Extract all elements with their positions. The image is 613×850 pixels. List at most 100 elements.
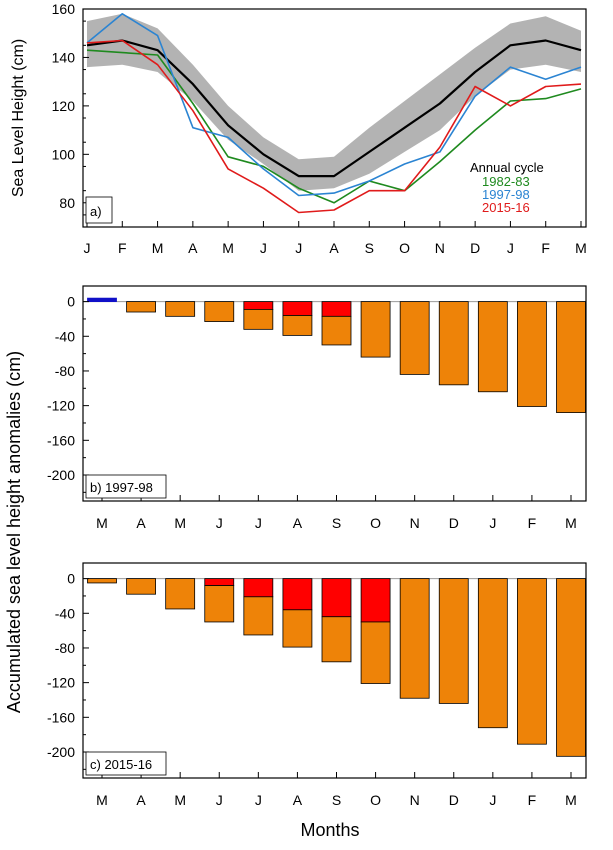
x-tick-label: M bbox=[575, 240, 587, 256]
x-tick-label: A bbox=[136, 792, 146, 808]
x-tick-label: A bbox=[329, 240, 339, 256]
x-tick-label: F bbox=[528, 515, 537, 531]
bar-red bbox=[321, 301, 352, 317]
bar-red bbox=[282, 578, 313, 611]
legend-entry-y1997: 1997-98 bbox=[482, 187, 530, 202]
y-tick-label: -160 bbox=[47, 709, 75, 725]
x-tick-label: S bbox=[332, 792, 341, 808]
bar-positive bbox=[87, 297, 117, 303]
y-tick-label: -200 bbox=[47, 744, 75, 760]
bar-orange bbox=[321, 315, 352, 346]
bar-red bbox=[243, 301, 274, 310]
x-tick-label: J bbox=[260, 240, 267, 256]
y-axis-title: Sea Level Height (cm) bbox=[10, 39, 27, 197]
panel-frame bbox=[82, 562, 587, 779]
y-tick-label: -200 bbox=[47, 467, 75, 483]
x-tick-label: S bbox=[332, 515, 341, 531]
x-tick-label: J bbox=[216, 792, 223, 808]
bar-red bbox=[204, 578, 235, 586]
panel-label: a) bbox=[90, 204, 102, 219]
x-tick-label: O bbox=[399, 240, 410, 256]
panel-label: b) 1997-98 bbox=[90, 480, 153, 495]
bar-orange bbox=[282, 609, 313, 648]
y-tick-label: 0 bbox=[67, 571, 75, 587]
y-tick-label: -160 bbox=[47, 432, 75, 448]
y-tick-label: 140 bbox=[52, 49, 76, 65]
bar-orange bbox=[204, 585, 235, 623]
y-tick-label: 160 bbox=[52, 1, 76, 17]
x-tick-label: J bbox=[255, 515, 262, 531]
x-tick-label: F bbox=[528, 792, 537, 808]
panel-a: 80 100 120 140 160 J F M A M J J A S O N D J F M Sea Level H… bbox=[10, 1, 587, 256]
bar-orange bbox=[517, 578, 547, 745]
y-tick-label: -80 bbox=[55, 363, 75, 379]
legend-entry-y1982: 1982-83 bbox=[482, 174, 530, 189]
y-tick-label: -40 bbox=[55, 605, 75, 621]
y-axis-title-shared: Accumulated sea level height anomalies (… bbox=[4, 351, 24, 713]
x-tick-label: M bbox=[174, 792, 186, 808]
x-tick-label: J bbox=[216, 515, 223, 531]
x-tick-label: M bbox=[152, 240, 164, 256]
x-tick-label: J bbox=[507, 240, 514, 256]
bar-orange bbox=[399, 578, 430, 699]
bar-orange bbox=[399, 301, 430, 375]
bar-orange bbox=[360, 301, 391, 358]
x-tick-label: M bbox=[96, 792, 108, 808]
bar-orange bbox=[282, 315, 313, 336]
series-line-mean bbox=[86, 39, 582, 178]
y-tick-label: 80 bbox=[59, 195, 75, 211]
bar-orange bbox=[165, 578, 196, 610]
bar-red bbox=[360, 578, 391, 623]
panel-frame bbox=[82, 285, 587, 502]
series-line-y2015 bbox=[86, 39, 582, 214]
x-tick-label: J bbox=[295, 240, 302, 256]
x-tick-label: A bbox=[293, 792, 303, 808]
y-tick-label: 0 bbox=[67, 294, 75, 310]
bar-orange bbox=[556, 301, 586, 413]
bar-orange bbox=[438, 301, 469, 386]
x-tick-label: M bbox=[565, 792, 577, 808]
bar-orange bbox=[517, 301, 547, 407]
x-tick-label: M bbox=[96, 515, 108, 531]
series-line-y1997 bbox=[86, 13, 582, 197]
y-tick-label: -40 bbox=[55, 328, 75, 344]
bar-orange bbox=[477, 578, 508, 729]
x-tick-label: J bbox=[489, 515, 496, 531]
x-tick-label: N bbox=[410, 515, 420, 531]
bar-orange bbox=[477, 301, 508, 393]
y-tick-label: 100 bbox=[52, 146, 76, 162]
legend-title: Annual cycle bbox=[470, 160, 544, 175]
legend-entry-y2015: 2015-16 bbox=[482, 200, 530, 215]
x-tick-label: O bbox=[370, 792, 381, 808]
series-line-y1982 bbox=[86, 49, 582, 204]
bar-red bbox=[243, 578, 274, 598]
x-tick-label: F bbox=[118, 240, 127, 256]
bar-orange bbox=[556, 578, 586, 757]
panel-label-box bbox=[85, 196, 113, 224]
x-tick-label: A bbox=[188, 240, 198, 256]
bar-red bbox=[282, 301, 313, 316]
bar-orange bbox=[243, 309, 274, 330]
bar-orange bbox=[204, 301, 235, 322]
y-tick-label: -80 bbox=[55, 640, 75, 656]
y-tick-label: -120 bbox=[47, 675, 75, 691]
panel-label-box bbox=[85, 474, 167, 499]
bar-orange bbox=[360, 621, 391, 684]
x-tick-label: D bbox=[470, 240, 480, 256]
x-tick-label: J bbox=[84, 240, 91, 256]
bar-red bbox=[321, 578, 352, 618]
bar-orange bbox=[87, 578, 117, 584]
x-tick-label: D bbox=[449, 515, 459, 531]
panel-label-box bbox=[85, 751, 167, 776]
x-tick-label: J bbox=[489, 792, 496, 808]
bar-orange bbox=[243, 596, 274, 636]
x-tick-label: M bbox=[565, 515, 577, 531]
panel-b: 0 -40 -80 -120 -160 -200 M A M J J A S O N D J F Mb) 1997-… bbox=[47, 294, 586, 531]
bar-orange bbox=[126, 578, 156, 595]
panel-label: c) 2015-16 bbox=[90, 757, 152, 772]
x-tick-label: A bbox=[136, 515, 146, 531]
uncertainty-band bbox=[87, 13, 581, 191]
x-tick-label: J bbox=[255, 792, 262, 808]
x-tick-label: D bbox=[449, 792, 459, 808]
